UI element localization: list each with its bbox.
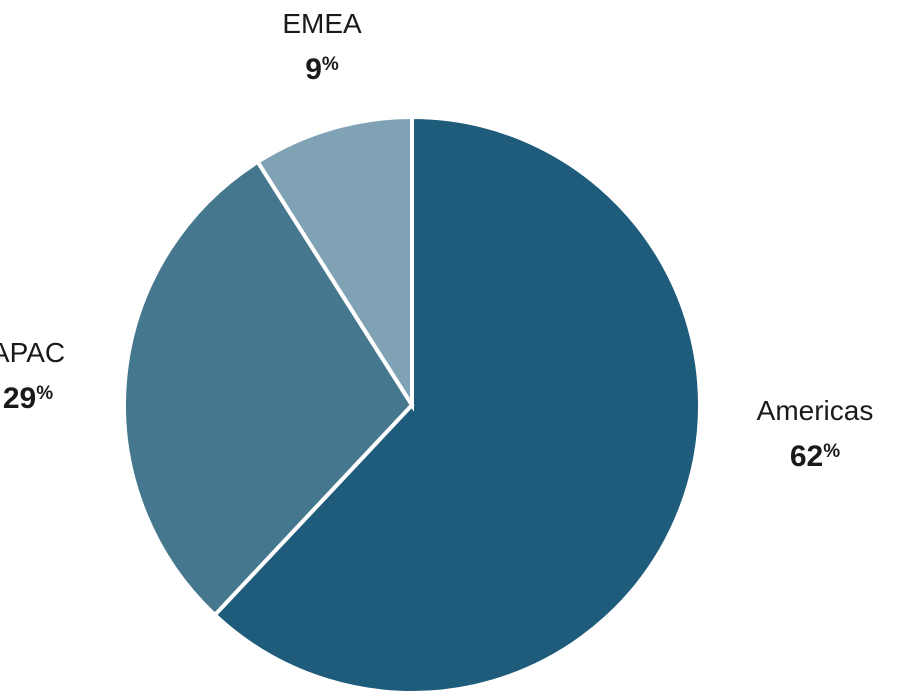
slice-label-apac: APAC xyxy=(0,337,65,368)
slice-label-americas: Americas xyxy=(757,395,874,426)
pie-labels: Americas 62% APAC 29% EMEA 9% xyxy=(0,8,873,473)
slice-value-apac: 29% xyxy=(3,382,53,415)
slice-value-emea: 9% xyxy=(305,53,339,86)
pie-slice-americas xyxy=(212,114,702,693)
slice-value-americas: 62% xyxy=(790,440,840,473)
slice-label-emea: EMEA xyxy=(282,8,362,39)
pie-slices xyxy=(121,114,702,693)
pie-slice-apac xyxy=(121,159,415,618)
pie-slice-emea xyxy=(254,114,414,412)
